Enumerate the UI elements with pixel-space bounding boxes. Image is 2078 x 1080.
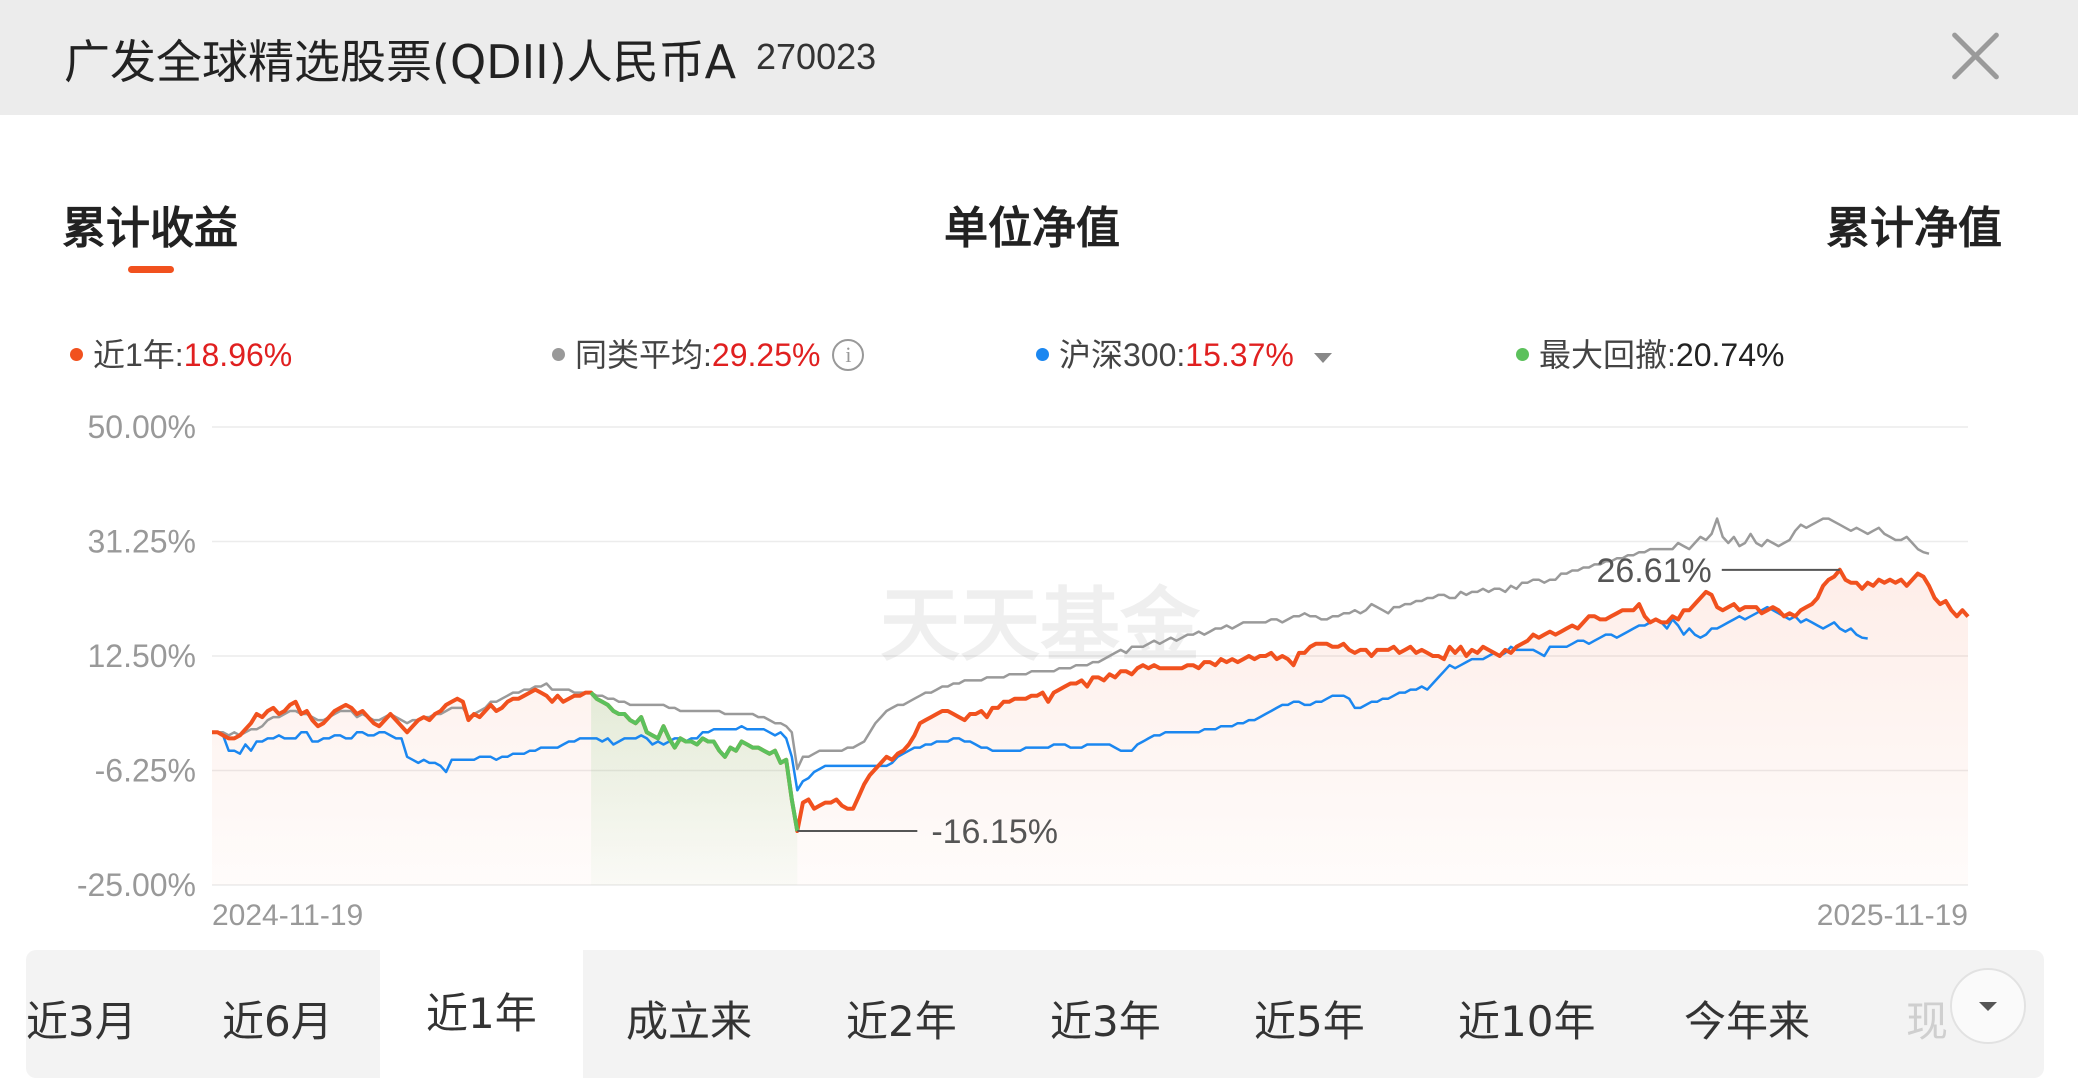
y-tick-label: 50.00%: [87, 409, 196, 445]
min-annotation-label: -16.15%: [931, 813, 1058, 851]
x-tick-start: 2024-11-19: [212, 899, 363, 932]
header-bar: 广发全球精选股票(QDII)人民币A 270023: [0, 0, 2078, 115]
fund-title: 广发全球精选股票(QDII)人民币A: [64, 35, 737, 89]
legend-value-fund: 18.96%: [183, 337, 293, 373]
legend-label-fund: 近1年:: [93, 337, 184, 373]
period-10y[interactable]: 近10年: [1458, 997, 1596, 1046]
period-1y[interactable]: 近1年: [380, 950, 583, 1078]
more-periods-button[interactable]: [1950, 968, 2026, 1044]
period-3m[interactable]: 近3月: [26, 997, 137, 1046]
y-axis: 50.00% 31.25% 12.50% -6.25% -25.00%: [77, 409, 196, 903]
fund-code: 270023: [756, 36, 877, 77]
tab-cumulative-nav[interactable]: 累计净值: [1826, 203, 2002, 254]
period-since-inception[interactable]: 成立来: [626, 997, 753, 1046]
tab-unit-nav[interactable]: 单位净值: [944, 203, 1120, 254]
period-2y[interactable]: 近2年: [846, 997, 957, 1046]
legend-value-benchmark: 15.37%: [1185, 337, 1294, 373]
legend-item-fund: 近1年:18.96%: [70, 330, 292, 376]
series-line-fund: [212, 567, 1970, 833]
legend-label-drawdown: 最大回撤:: [1539, 337, 1676, 373]
tab-cumulative-return[interactable]: 累计收益: [62, 203, 238, 254]
period-3y[interactable]: 近3年: [1050, 997, 1161, 1046]
period-ytd[interactable]: 今年来: [1684, 997, 1811, 1046]
series-line-benchmark: [212, 605, 1868, 792]
legend-label-benchmark: 沪深300:: [1059, 337, 1186, 373]
legend-dot-peer: [552, 348, 565, 362]
return-chart[interactable]: 50.00% 31.25% 12.50% -6.25% -25.00% 天天基金 26.…: [0, 400, 2078, 940]
legend-item-peer-average: 同类平均:29.25% i: [552, 330, 865, 376]
close-icon[interactable]: [1946, 26, 2006, 86]
y-tick-label: -6.25%: [95, 753, 196, 789]
drawdown-area-fill: [591, 692, 798, 885]
period-selector: 近3月 近6月 近1年 成立来 近2年 近3年 近5年 近10年 今年来 现: [26, 950, 2044, 1078]
legend-dot-drawdown: [1516, 348, 1529, 362]
watermark: 天天基金: [880, 578, 1201, 672]
chart-lines: [212, 517, 1970, 833]
legend-dot-benchmark: [1036, 348, 1049, 362]
max-annotation-label: 26.61%: [1596, 552, 1711, 590]
y-tick-label: 12.50%: [87, 638, 196, 674]
legend-item-max-drawdown: 最大回撤:20.74%: [1516, 330, 1784, 376]
caret-down-icon[interactable]: [1313, 352, 1332, 363]
legend-label-peer: 同类平均:: [575, 337, 712, 373]
period-current[interactable]: 现: [1906, 997, 1949, 1046]
chart-fills: [212, 569, 1968, 885]
y-tick-label: 31.25%: [87, 524, 196, 560]
legend-value-peer: 29.25%: [711, 337, 821, 373]
active-tab-indicator: [128, 266, 174, 273]
series-line-max-drawdown: [589, 691, 800, 832]
legend-value-drawdown: 20.74%: [1675, 337, 1785, 373]
chart-annotations: 26.61% -16.15%: [797, 552, 1840, 851]
x-tick-end: 2025-11-19: [1817, 899, 1968, 932]
period-6m[interactable]: 近6月: [222, 997, 333, 1046]
y-tick-label: -25.00%: [77, 867, 196, 903]
info-icon[interactable]: i: [832, 338, 865, 371]
legend-dot-fund: [70, 348, 83, 362]
chevron-down-icon: [1979, 1002, 1997, 1011]
series-line-peer-average: [212, 517, 1930, 771]
period-5y[interactable]: 近5年: [1254, 997, 1365, 1046]
legend-item-benchmark[interactable]: 沪深300:15.37%: [1036, 330, 1332, 376]
